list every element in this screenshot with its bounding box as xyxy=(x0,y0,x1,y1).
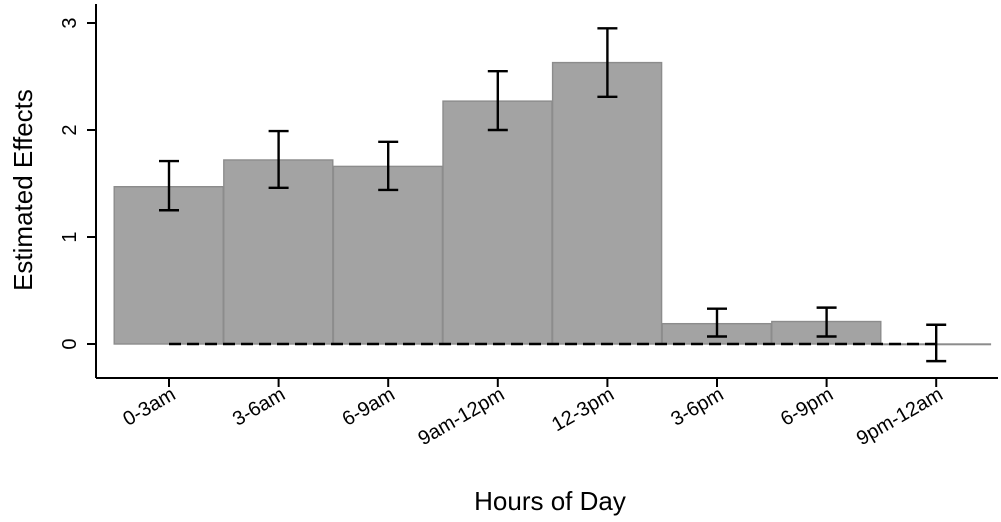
error-bar-9pm-12am xyxy=(926,323,947,363)
error-bar-6-9am xyxy=(378,140,399,192)
bar-0-3am xyxy=(113,186,224,345)
y-tick-label-1: 1 xyxy=(59,231,81,242)
y-tick-label-3: 3 xyxy=(59,17,81,28)
y-tick-label-0: 0 xyxy=(59,338,81,349)
x-tick-label-12-3pm: 12-3pm xyxy=(548,383,618,436)
y-ticks-group: 0 1 2 3 xyxy=(59,17,96,350)
x-tick-label-3-6pm: 3-6pm xyxy=(667,383,727,430)
x-tick-label-9am-12pm: 9am-12pm xyxy=(414,383,508,450)
x-axis-title: Hours of Day xyxy=(474,486,626,516)
error-bar-3-6pm xyxy=(707,307,727,338)
x-tick-label-6-9am: 6-9am xyxy=(339,383,399,430)
bar-9am-12pm xyxy=(442,100,553,345)
bars-group xyxy=(113,61,992,346)
x-tick-label-9pm-12am: 9pm-12am xyxy=(853,383,947,450)
error-bars-group xyxy=(159,27,947,363)
error-bar-0-3am xyxy=(159,159,179,212)
bar-6-9am xyxy=(332,165,444,345)
error-bar-9am-12pm xyxy=(487,69,508,132)
x-tick-label-6-9pm: 6-9pm xyxy=(777,383,837,430)
error-bar-6-9pm xyxy=(816,306,837,338)
x-tick-label-0-3am: 0-3am xyxy=(119,383,179,430)
error-bar-12-3pm xyxy=(597,27,618,99)
y-tick-label-2: 2 xyxy=(59,124,81,135)
bar-12-3pm xyxy=(551,61,663,345)
x-ticks-group: 0-3am 3-6am 6-9am 9am-12pm 12-3pm 3-6pm 6-9pm 9… xyxy=(119,378,947,450)
bar-3-6am xyxy=(223,159,334,345)
y-axis-title: Estimated Effects xyxy=(8,89,38,291)
error-bar-3-6am xyxy=(268,129,289,189)
x-tick-label-3-6am: 3-6am xyxy=(229,383,289,430)
